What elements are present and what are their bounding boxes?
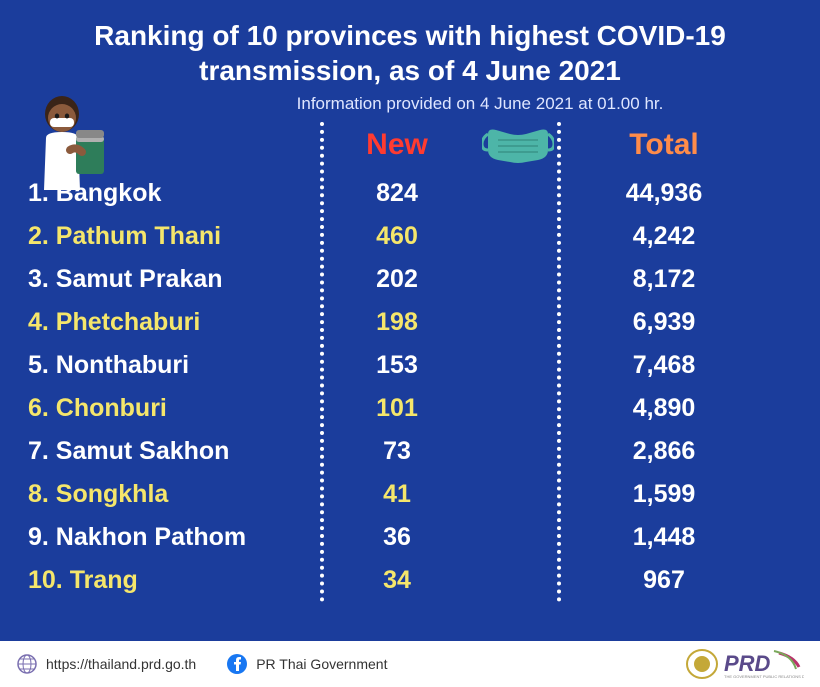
total-cases-value: 8,172 — [564, 265, 764, 294]
footer: https://thailand.prd.go.th PR Thai Gover… — [0, 641, 820, 687]
title: Ranking of 10 provinces with highest COV… — [22, 18, 798, 88]
total-cases-value: 1,599 — [564, 480, 764, 509]
column-headers: New Total — [22, 124, 798, 166]
footer-url: https://thailand.prd.go.th — [46, 656, 196, 672]
table-row: 6. Chonburi101 4,890 — [22, 387, 798, 430]
province-name: 8. Songkhla — [22, 480, 322, 509]
globe-icon — [16, 653, 38, 675]
new-cases-value: 198 — [322, 308, 472, 337]
table-row: 10. Trang34 967 — [22, 559, 798, 602]
footer-url-item: https://thailand.prd.go.th — [16, 653, 196, 675]
total-cases-value: 7,468 — [564, 351, 764, 380]
new-cases-value: 202 — [322, 265, 472, 294]
province-name: 2. Pathum Thani — [22, 222, 322, 251]
total-cases-value: 4,890 — [564, 394, 764, 423]
svg-text:THE GOVERNMENT PUBLIC RELATION: THE GOVERNMENT PUBLIC RELATIONS DEPARTME… — [724, 674, 804, 679]
title-line1: Ranking of 10 provinces with highest COV… — [94, 20, 726, 51]
province-name: 4. Phetchaburi — [22, 308, 322, 337]
footer-social: PR Thai Government — [256, 656, 387, 672]
column-divider-2 — [557, 122, 561, 602]
province-name: 7. Samut Sakhon — [22, 437, 322, 466]
footer-logo: PRD THE GOVERNMENT PUBLIC RELATIONS DEPA… — [684, 647, 804, 681]
table-row: 8. Songkhla41 1,599 — [22, 473, 798, 516]
subtitle: Information provided on 4 June 2021 at 0… — [22, 94, 798, 114]
table-row: 4. Phetchaburi198 6,939 — [22, 301, 798, 344]
table-row: 5. Nonthaburi153 7,468 — [22, 344, 798, 387]
total-cases-value: 967 — [564, 566, 764, 595]
new-cases-value: 824 — [322, 179, 472, 208]
total-header: Total — [564, 128, 764, 162]
column-divider-1 — [320, 122, 324, 602]
total-cases-value: 44,936 — [564, 179, 764, 208]
total-cases-value: 6,939 — [564, 308, 764, 337]
title-line2: transmission, as of 4 June 2021 — [199, 55, 621, 86]
table-row: 3. Samut Prakan202 8,172 — [22, 258, 798, 301]
table-row: 2. Pathum Thani460 4,242 — [22, 215, 798, 258]
new-cases-value: 36 — [322, 523, 472, 552]
province-name: 3. Samut Prakan — [22, 265, 322, 294]
table-row: 7. Samut Sakhon73 2,866 — [22, 430, 798, 473]
province-name: 9. Nakhon Pathom — [22, 523, 322, 552]
mask-icon — [482, 124, 554, 166]
province-name: 5. Nonthaburi — [22, 351, 322, 380]
new-cases-value: 73 — [322, 437, 472, 466]
data-rows: 1. Bangkok824 44,936 2. Pathum Thani460 4,2… — [22, 172, 798, 602]
new-cases-value: 101 — [322, 394, 472, 423]
province-name: 1. Bangkok — [22, 179, 322, 208]
new-cases-value: 153 — [322, 351, 472, 380]
svg-text:PRD: PRD — [724, 651, 771, 676]
new-cases-value: 460 — [322, 222, 472, 251]
facebook-icon — [226, 653, 248, 675]
infographic-container: Ranking of 10 provinces with highest COV… — [0, 0, 820, 687]
total-cases-value: 4,242 — [564, 222, 764, 251]
new-cases-value: 34 — [322, 566, 472, 595]
table-row: 1. Bangkok824 44,936 — [22, 172, 798, 215]
table-row: 9. Nakhon Pathom36 1,448 — [22, 516, 798, 559]
total-cases-value: 1,448 — [564, 523, 764, 552]
footer-social-item: PR Thai Government — [226, 653, 387, 675]
new-header: New — [322, 128, 472, 162]
province-name: 10. Trang — [22, 566, 322, 595]
total-cases-value: 2,866 — [564, 437, 764, 466]
new-cases-value: 41 — [322, 480, 472, 509]
province-name: 6. Chonburi — [22, 394, 322, 423]
